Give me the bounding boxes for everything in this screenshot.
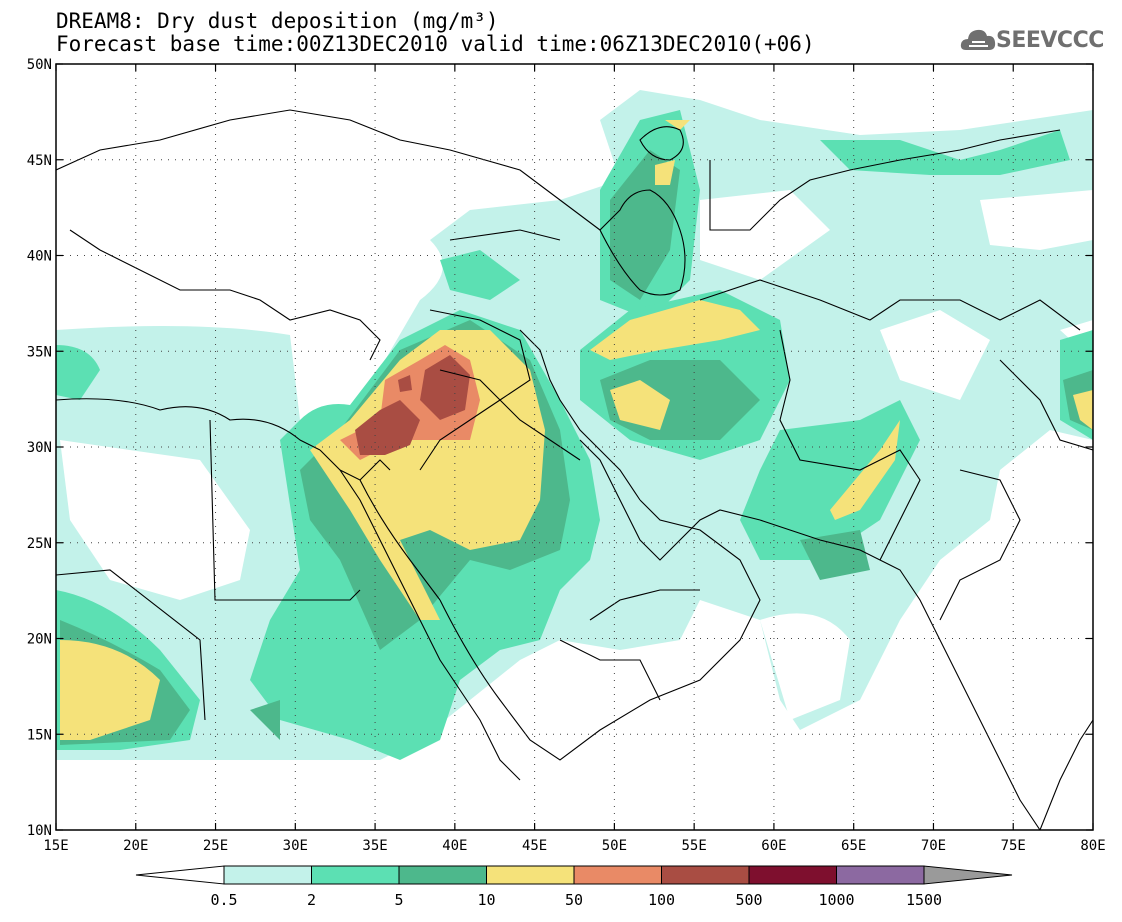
- cloud-icon: [960, 29, 996, 50]
- lat-tick-label: 20N: [27, 632, 52, 648]
- colorbar-label: 500: [735, 891, 762, 909]
- dust-layer-100-500: [355, 355, 470, 455]
- lon-tick-label: 75E: [1001, 838, 1026, 854]
- graticule: [56, 64, 1093, 830]
- lon-tick-label: 30E: [283, 838, 308, 854]
- lon-tick-label: 45E: [522, 838, 547, 854]
- colorbar-label: 1000: [818, 891, 854, 909]
- colorbar-label: 5: [394, 891, 403, 909]
- lon-tick-label: 35E: [362, 838, 387, 854]
- lon-tick-label: 65E: [841, 838, 866, 854]
- colorbar-swatch: [486, 865, 575, 885]
- lon-tick-label: 70E: [921, 838, 946, 854]
- colorbar-arrow-low: [135, 865, 225, 885]
- clear-areas: [60, 190, 1093, 720]
- lon-tick-label: 50E: [602, 838, 627, 854]
- colorbar-label: 50: [565, 891, 583, 909]
- lat-tick-label: 40N: [27, 249, 52, 265]
- colorbar-swatch: [311, 865, 400, 885]
- logo-text: SEEVCCC: [996, 28, 1104, 53]
- colorbar-swatch: [398, 865, 487, 885]
- colorbar-label: 100: [648, 891, 675, 909]
- lat-tick-label: 30N: [27, 440, 52, 456]
- lon-tick-label: 15E: [43, 838, 68, 854]
- lon-tick-label: 40E: [442, 838, 467, 854]
- dust-deposition-map: 15E 20E 25E 30E 35E 40E 45E 50E 55E 60E 65E 70E 75E 8…: [27, 57, 1106, 854]
- colorbar-swatch: [573, 865, 662, 885]
- colorbar-label: 0.5: [210, 891, 237, 909]
- colorbar-swatch: [748, 865, 837, 885]
- lat-tick-label: 45N: [27, 153, 52, 169]
- lon-tick-label: 60E: [761, 838, 786, 854]
- axis-ticks: 15E 20E 25E 30E 35E 40E 45E 50E 55E 60E 65E 70E 75E 8…: [27, 57, 1106, 854]
- lat-tick-label: 35N: [27, 344, 52, 360]
- colorbar-swatch: [836, 865, 925, 885]
- lon-tick-label: 55E: [682, 838, 707, 854]
- coastlines-borders: [56, 109, 1093, 830]
- lat-tick-label: 15N: [27, 727, 52, 743]
- lon-tick-label: 25E: [203, 838, 228, 854]
- seevccc-logo: SEEVCCC: [960, 24, 1104, 58]
- forecast-time-subtitle: Forecast base time:00Z13DEC2010 valid ti…: [56, 32, 815, 56]
- colorbar-swatch: [661, 865, 750, 885]
- lat-tick-label: 25N: [27, 536, 52, 552]
- colorbar-label: 10: [477, 891, 495, 909]
- colorbar-label: 2: [307, 891, 316, 909]
- lon-tick-label: 20E: [123, 838, 148, 854]
- colorbar-arrow-high: [923, 865, 1013, 885]
- lat-tick-label: 50N: [27, 57, 52, 73]
- colorbar-swatch: [223, 865, 312, 885]
- lon-tick-label: 80E: [1080, 838, 1105, 854]
- colorbar-label: 1500: [906, 891, 942, 909]
- lat-tick-label: 10N: [27, 823, 52, 839]
- dust-layer-10-50: [60, 120, 1093, 740]
- map-title: DREAM8: Dry dust deposition (mg/m³): [56, 9, 499, 33]
